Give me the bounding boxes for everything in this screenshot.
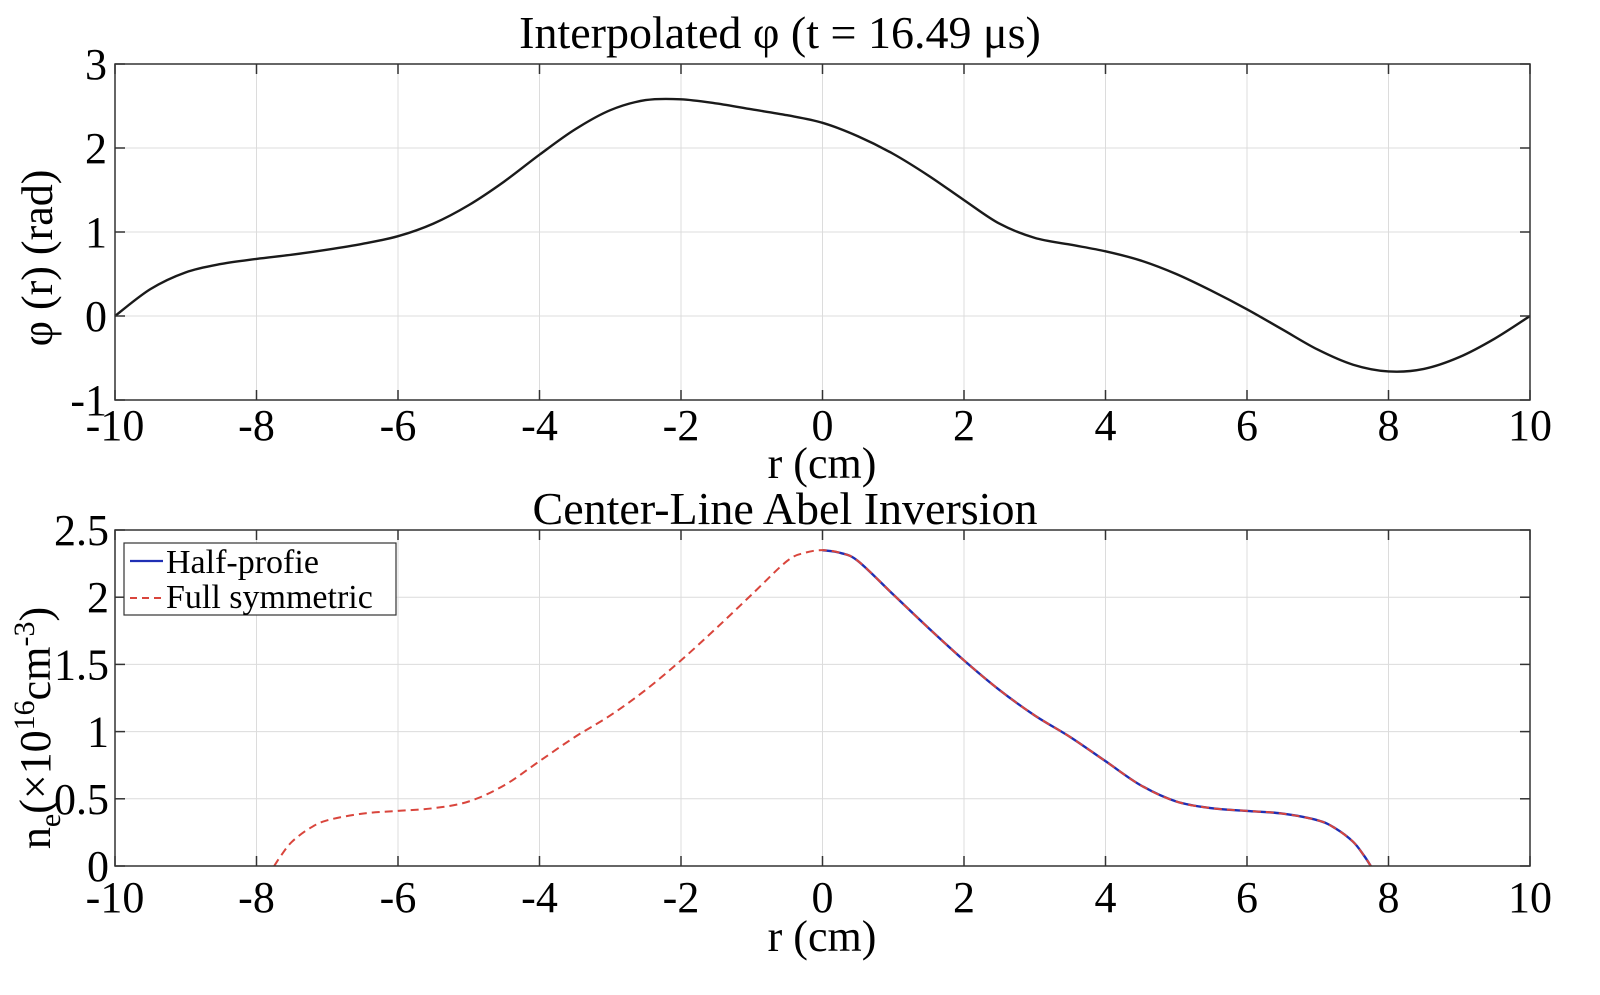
legend-label-half-profile: Half-profie — [166, 544, 319, 581]
x-tick-label: -2 — [663, 873, 700, 922]
x-tick-label: -10 — [86, 873, 145, 922]
x-tick-label: -6 — [380, 873, 417, 922]
y-tick-labels: -1 0 1 2 3 — [70, 40, 107, 425]
x-tick-label: 4 — [1095, 401, 1117, 450]
x-tick-labels: -10 -8 -6 -4 -2 0 2 4 6 8 10 — [86, 873, 1552, 922]
ylabel-sup2: -3 — [8, 622, 41, 647]
x-tick-label: -4 — [521, 401, 558, 450]
y-axis-label: φ (r) (rad) — [13, 170, 62, 347]
series-line-full-symmetric — [273, 549, 1372, 867]
y-tick-label: 2 — [87, 573, 109, 622]
y-tick-label: 0 — [87, 842, 109, 891]
y-tick-label: -1 — [70, 376, 107, 425]
chart-abel: -10 -8 -6 -4 -2 0 2 4 6 8 10 0 0.5 1 1.5 2 2.5 Center-L… — [8, 483, 1552, 961]
x-tick-label: 8 — [1378, 401, 1400, 450]
x-tick-label: 0 — [812, 873, 834, 922]
x-tick-label: 2 — [953, 873, 975, 922]
plot-area — [114, 97, 1531, 373]
y-tick-label: 2.5 — [54, 506, 109, 555]
x-axis-label: r (cm) — [768, 912, 877, 961]
x-tick-label: 8 — [1378, 873, 1400, 922]
legend-label-full-symmetric: Full symmetric — [166, 579, 373, 616]
x-tick-label: 10 — [1508, 873, 1552, 922]
x-tick-label: -8 — [238, 873, 275, 922]
x-tick-label: -4 — [521, 873, 558, 922]
ylabel-rest: (×10 — [11, 730, 60, 813]
ylabel-close: ) — [11, 607, 60, 622]
series-line-- — [114, 97, 1531, 373]
y-tick-label: 0.5 — [54, 775, 109, 824]
chart-title: Interpolated φ (t = 16.49 μs) — [519, 7, 1041, 58]
x-tick-label: 6 — [1236, 873, 1258, 922]
x-tick-label: -10 — [86, 401, 145, 450]
ticks — [114, 529, 1531, 867]
ticks — [114, 63, 1531, 401]
x-tick-label: -8 — [238, 401, 275, 450]
legend-box — [123, 542, 397, 616]
x-axis-label: r (cm) — [768, 439, 877, 488]
y-tick-label: 3 — [85, 40, 107, 89]
y-tick-label: 1 — [85, 208, 107, 257]
chart-title: Center-Line Abel Inversion — [533, 483, 1038, 534]
y-tick-label: 1.5 — [54, 640, 109, 689]
y-tick-label: 0 — [85, 292, 107, 341]
ylabel-cm: cm — [11, 647, 60, 701]
x-tick-label: 4 — [1095, 873, 1117, 922]
ylabel-sub: e — [34, 814, 67, 827]
x-tick-label: -6 — [380, 401, 417, 450]
x-tick-label: 6 — [1236, 401, 1258, 450]
plot-area — [273, 548, 1372, 867]
legend: Half-profie Full symmetric — [123, 542, 397, 616]
x-tick-labels: -10 -8 -6 -4 -2 0 2 4 6 8 10 — [86, 401, 1552, 450]
ylabel-sup1: 16 — [8, 700, 41, 730]
x-tick-label: 2 — [953, 401, 975, 450]
ylabel-n: n — [11, 827, 60, 849]
svg-text:ne(×1016cm-3): ne(×1016cm-3) — [8, 607, 67, 849]
y-tick-labels: 0 0.5 1 1.5 2 2.5 — [54, 506, 109, 891]
y-axis-label: ne(×1016cm-3) — [8, 607, 67, 849]
x-tick-label: 10 — [1508, 401, 1552, 450]
x-tick-label: 0 — [812, 401, 834, 450]
x-tick-label: -2 — [663, 401, 700, 450]
y-tick-label: 1 — [87, 708, 109, 757]
y-tick-label: 2 — [85, 124, 107, 173]
